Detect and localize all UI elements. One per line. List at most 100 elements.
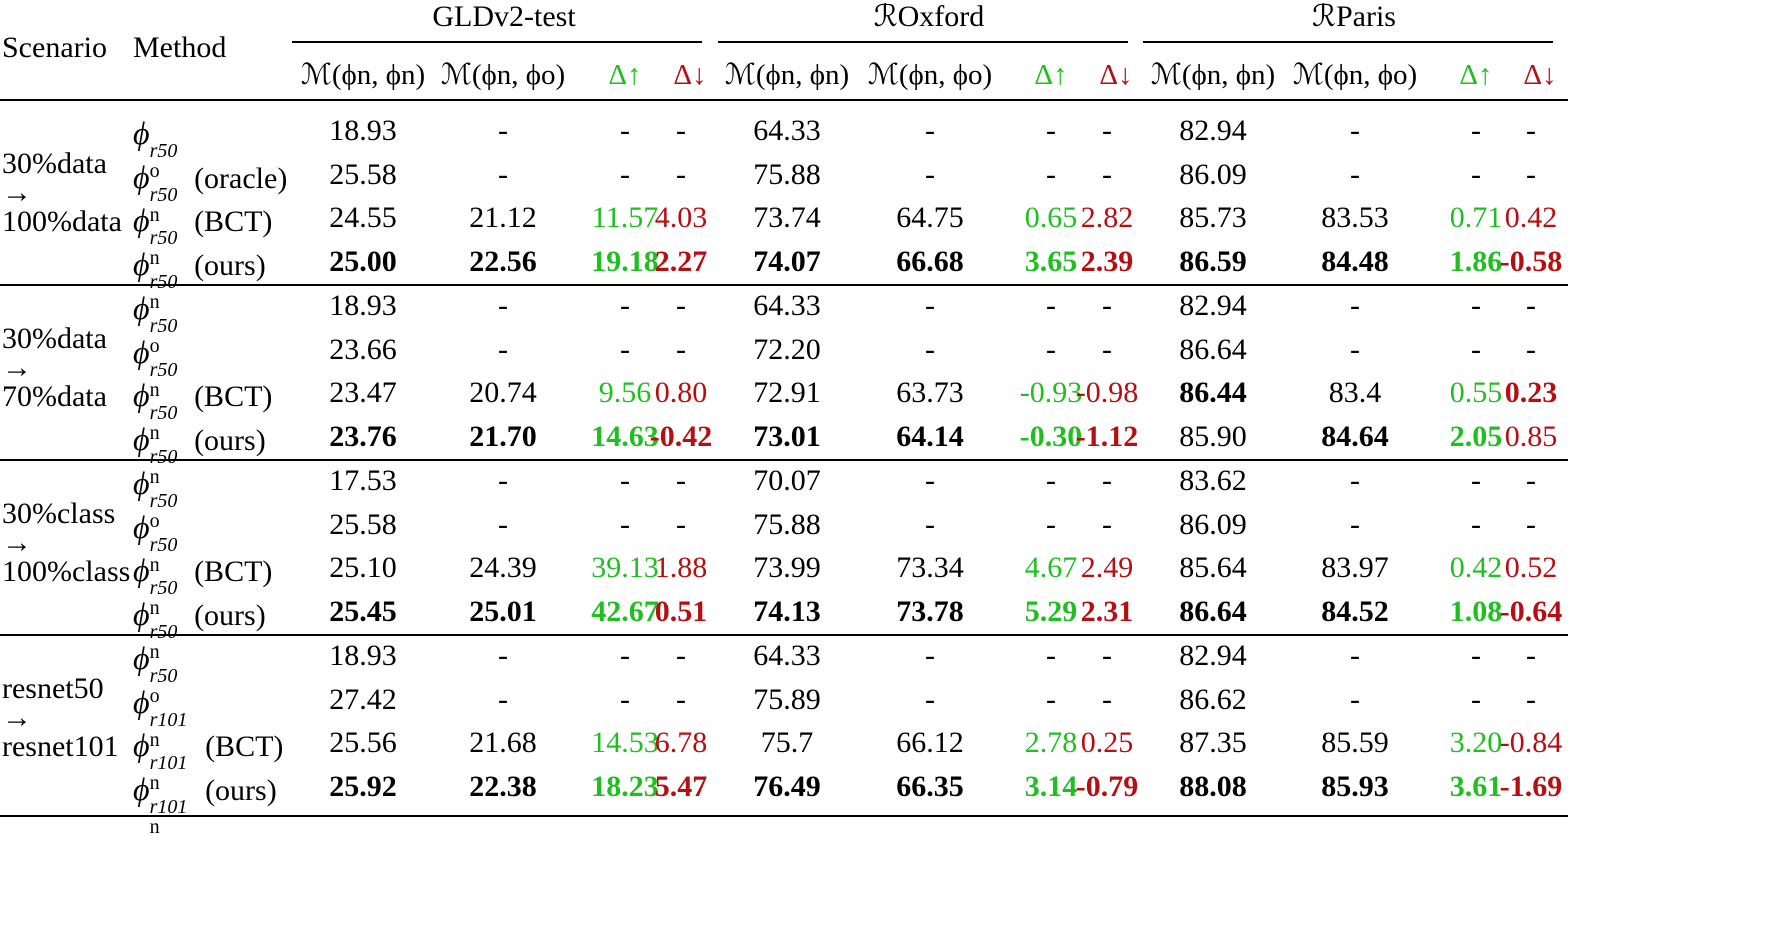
table-cell: - xyxy=(498,289,508,322)
table-cell: 18.93 xyxy=(329,289,397,322)
method-label: ϕ r50 o xyxy=(133,290,178,357)
table-cell: - xyxy=(1526,639,1536,672)
table-cell: - xyxy=(925,332,935,366)
table-cell: 6.78 xyxy=(654,726,708,760)
table-cell: 18.93 xyxy=(329,114,397,147)
table-cell: 74.07 xyxy=(753,245,821,279)
table-cell: 66.35 xyxy=(896,770,964,804)
table-cell: 18.93 xyxy=(329,639,397,672)
header-metric: ℳ(ϕn, ϕn) xyxy=(724,59,850,91)
table-cell: 0.55 xyxy=(1449,376,1503,410)
table-cell: -1.69 xyxy=(1499,770,1563,804)
table-cell: 19.18 xyxy=(591,245,659,279)
table-cell: - xyxy=(620,114,630,147)
table-cell: - xyxy=(676,157,686,191)
scenario-line: 30%class xyxy=(2,497,116,530)
table-cell: 25.56 xyxy=(329,726,397,760)
header-scenario: Scenario xyxy=(2,31,107,64)
table-cell: -0.93 xyxy=(1019,376,1083,410)
table-cell: 24.55 xyxy=(329,201,397,235)
table-cell: - xyxy=(1046,507,1056,541)
table-cell: 85.59 xyxy=(1321,726,1389,760)
table-cell: - xyxy=(620,289,630,322)
table-cell: - xyxy=(1526,464,1536,497)
table-cell: 86.59 xyxy=(1179,245,1247,279)
table-cell: 0.85 xyxy=(1504,420,1558,454)
table-cell: - xyxy=(1471,507,1481,541)
table-cell: 22.56 xyxy=(469,245,537,279)
table-cell: - xyxy=(1471,157,1481,191)
table-cell: 64.33 xyxy=(753,289,821,322)
table-cell: - xyxy=(1350,332,1360,366)
group-rule xyxy=(0,284,1568,286)
table-cell: 64.14 xyxy=(896,420,964,454)
table-cell: 9.56 xyxy=(598,376,652,410)
table-cell: 3.65 xyxy=(1024,245,1078,279)
method-label: ϕ r50 o xyxy=(133,640,178,707)
table-cell: - xyxy=(1046,639,1056,672)
table-cell: - xyxy=(1350,639,1360,672)
table-cell: - xyxy=(620,507,630,541)
table-cell: 83.97 xyxy=(1321,551,1389,585)
header-metric: ℳ(ϕn, ϕn) xyxy=(300,59,426,91)
table-cell: 0.23 xyxy=(1504,376,1558,410)
table-cell: 85.64 xyxy=(1179,551,1247,585)
table-cell: 1.86 xyxy=(1449,245,1503,279)
table-cell: - xyxy=(676,682,686,716)
table-cell: - xyxy=(498,332,508,366)
table-cell: 0.52 xyxy=(1504,551,1558,585)
table-cell: 25.00 xyxy=(329,245,397,279)
method-label: ϕ r50 o xyxy=(133,465,178,532)
table-cell: -0.42 xyxy=(649,420,713,454)
table-cell: - xyxy=(498,507,508,541)
scenario-line: resnet50 xyxy=(2,672,104,705)
method-label: ϕ r50 n xyxy=(133,508,178,576)
table-cell: - xyxy=(620,157,630,191)
scenario-line: 70%data xyxy=(2,380,107,413)
table-cell: - xyxy=(1526,682,1536,716)
table-cell: 86.09 xyxy=(1179,157,1247,191)
table-cell: - xyxy=(1350,682,1360,716)
table-cell: 25.92 xyxy=(329,770,397,804)
header-method: Method xyxy=(133,31,227,64)
table-cell: - xyxy=(1046,157,1056,191)
table-cell: 72.91 xyxy=(753,376,821,410)
table-cell: -0.98 xyxy=(1075,376,1139,410)
table-cell: - xyxy=(1350,464,1360,497)
table-cell: - xyxy=(1046,114,1056,147)
table-cell: - xyxy=(1471,332,1481,366)
table-cell: 84.52 xyxy=(1321,595,1389,629)
table-cell: 39.13 xyxy=(591,551,659,585)
table-cell: 1.08 xyxy=(1449,595,1503,629)
table-cell: - xyxy=(1102,157,1112,191)
header-dataset: ℛOxford xyxy=(873,0,985,33)
method-label: ϕ r50 n (oracle) xyxy=(133,158,288,226)
scenario-line: 100%data xyxy=(2,205,122,238)
table-cell: - xyxy=(498,464,508,497)
table-cell: - xyxy=(676,332,686,366)
rule-bottom xyxy=(0,815,1568,817)
table-cell: - xyxy=(1102,682,1112,716)
table-cell: 86.09 xyxy=(1179,507,1247,541)
table-cell: 5.47 xyxy=(654,770,708,804)
table-cell: - xyxy=(1471,682,1481,716)
table-cell: 1.88 xyxy=(654,551,708,585)
rule-top xyxy=(0,99,1568,101)
header-metric: Δ↓ xyxy=(1099,59,1133,91)
method-label: ϕ r101 n (BCT) xyxy=(133,727,284,795)
table-cell: 72.20 xyxy=(753,332,821,366)
table-cell: -0.79 xyxy=(1075,770,1139,804)
table-cell: 63.73 xyxy=(896,376,964,410)
header-dataset: GLDv2-test xyxy=(432,0,576,33)
method-label: ϕ r50 n (ours) xyxy=(133,596,266,664)
method-label: ϕ r50 n (ours) xyxy=(133,246,266,314)
table-cell: - xyxy=(620,464,630,497)
table-cell: - xyxy=(1471,289,1481,322)
table-cell: - xyxy=(676,289,686,322)
table-cell: - xyxy=(1102,639,1112,672)
table-cell: - xyxy=(1046,464,1056,497)
dataset-rule-rparis xyxy=(1143,41,1553,43)
table-cell: 14.53 xyxy=(591,726,659,760)
table-cell: 0.25 xyxy=(1080,726,1134,760)
method-label: ϕ r50 n (ours) xyxy=(133,421,266,489)
